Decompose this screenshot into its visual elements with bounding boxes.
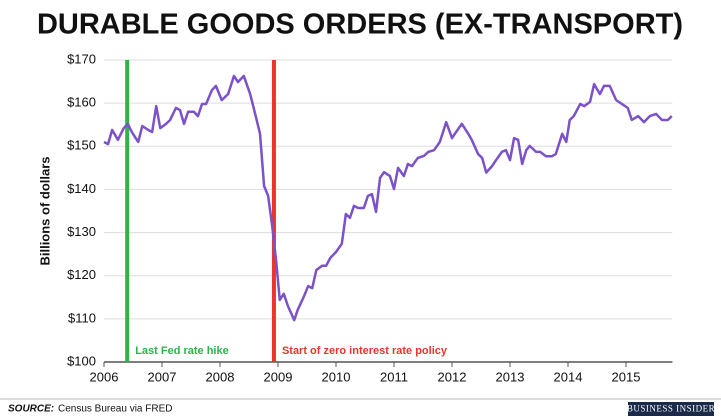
y-tick-label: $110 bbox=[68, 310, 96, 325]
y-tick-label: $160 bbox=[67, 95, 96, 110]
y-tick-label: $130 bbox=[67, 224, 96, 239]
x-tick-label: 2007 bbox=[148, 369, 177, 384]
x-tick-label: 2006 bbox=[90, 369, 119, 384]
x-tick-label: 2011 bbox=[380, 369, 408, 384]
x-tick-label: 2013 bbox=[496, 369, 525, 384]
chart-title: DURABLE GOODS ORDERS (EX-TRANSPORT) bbox=[37, 9, 683, 41]
annotation-label: Start of zero interest rate policy bbox=[282, 345, 448, 357]
y-tick-label: $100 bbox=[67, 353, 96, 368]
y-axis-label: Billions of dollars bbox=[37, 156, 52, 265]
y-tick-label: $140 bbox=[67, 181, 96, 196]
x-tick-label: 2014 bbox=[554, 369, 583, 384]
annotation-label: Last Fed rate hike bbox=[135, 345, 229, 357]
x-tick-label: 2010 bbox=[322, 369, 351, 384]
x-tick-label: 2009 bbox=[264, 369, 293, 384]
x-tick-label: 2012 bbox=[438, 369, 467, 384]
x-tick-label: 2015 bbox=[612, 369, 641, 384]
source-label: SOURCE: bbox=[8, 404, 54, 415]
brand-box bbox=[628, 402, 714, 416]
x-tick-label: 2008 bbox=[206, 369, 235, 384]
brand: BUSINESS INSIDER bbox=[627, 404, 715, 414]
y-tick-label: $170 bbox=[67, 51, 96, 66]
source: Census Bureau via FRED bbox=[58, 404, 173, 415]
y-tick-label: $150 bbox=[67, 138, 96, 153]
y-tick-label: $120 bbox=[67, 267, 96, 282]
data-line bbox=[103, 74, 673, 322]
